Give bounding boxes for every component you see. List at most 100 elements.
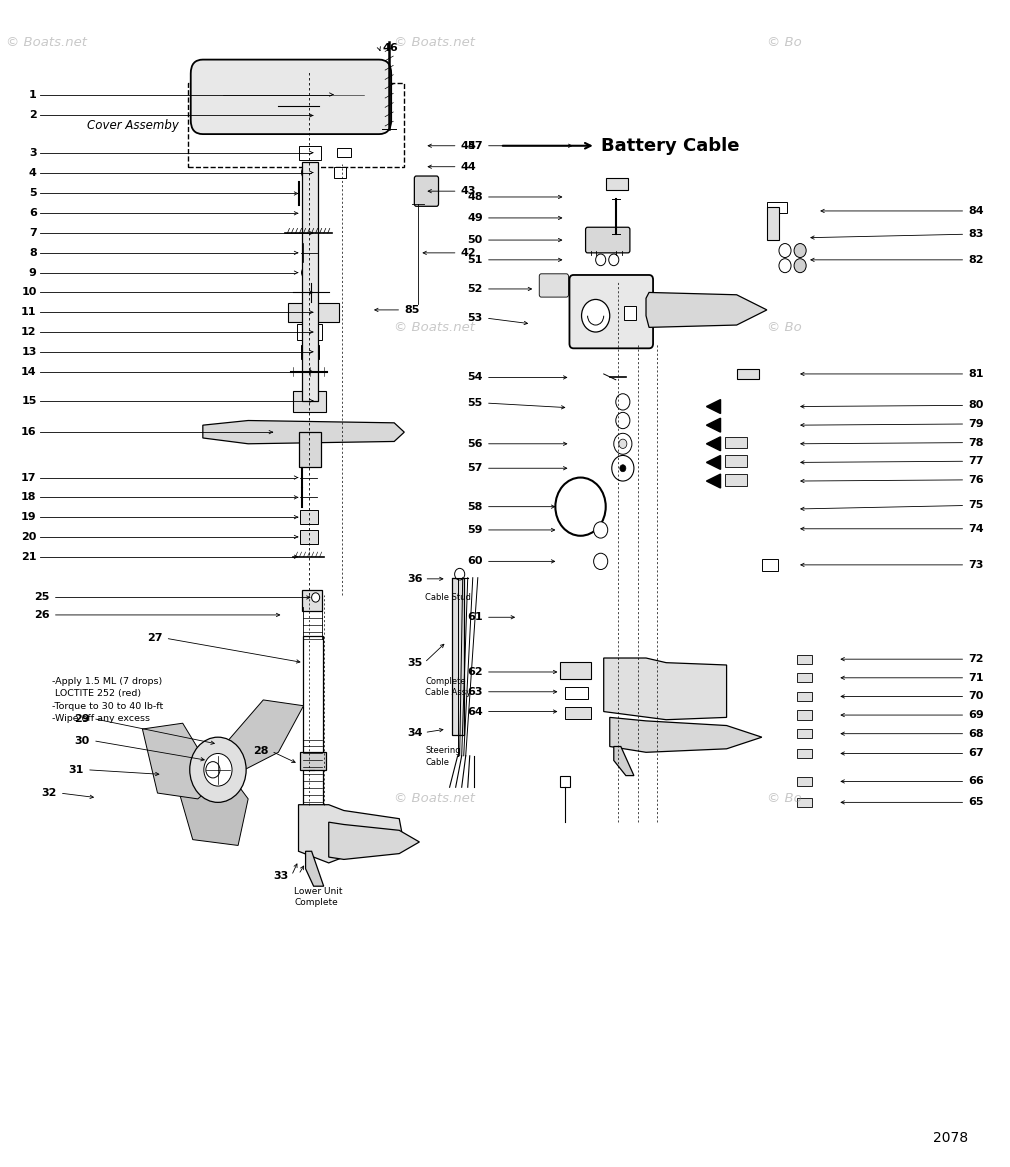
Bar bbox=[767, 208, 779, 240]
Circle shape bbox=[794, 259, 806, 273]
Text: 35: 35 bbox=[407, 658, 422, 668]
Text: 64: 64 bbox=[467, 706, 483, 717]
Bar bbox=[188, 83, 404, 167]
Bar bbox=[762, 559, 778, 571]
Text: 76: 76 bbox=[969, 475, 984, 484]
Polygon shape bbox=[706, 436, 720, 450]
Text: 57: 57 bbox=[468, 463, 483, 474]
Bar bbox=[566, 687, 588, 699]
Text: Cable Stud: Cable Stud bbox=[425, 593, 472, 602]
Circle shape bbox=[779, 244, 791, 258]
Text: 11: 11 bbox=[21, 307, 36, 317]
Circle shape bbox=[596, 254, 606, 266]
Bar bbox=[797, 729, 812, 739]
Bar bbox=[300, 510, 318, 524]
Bar bbox=[767, 202, 787, 214]
Bar bbox=[303, 636, 322, 805]
Text: 18: 18 bbox=[21, 492, 36, 502]
Bar bbox=[561, 662, 591, 679]
Text: 1: 1 bbox=[29, 90, 36, 99]
Text: 12: 12 bbox=[21, 327, 36, 337]
Circle shape bbox=[454, 568, 465, 580]
Bar bbox=[724, 436, 746, 448]
Text: 77: 77 bbox=[969, 456, 984, 467]
Circle shape bbox=[616, 393, 630, 410]
Text: 72: 72 bbox=[969, 655, 984, 664]
Circle shape bbox=[594, 522, 608, 538]
Text: 61: 61 bbox=[468, 613, 483, 622]
Circle shape bbox=[206, 762, 220, 778]
Polygon shape bbox=[299, 805, 404, 862]
Text: © Bo: © Bo bbox=[767, 321, 802, 334]
Text: 14: 14 bbox=[21, 366, 36, 377]
Text: Steering
Cable: Steering Cable bbox=[425, 747, 461, 767]
Polygon shape bbox=[706, 474, 720, 488]
Polygon shape bbox=[203, 420, 404, 443]
Polygon shape bbox=[604, 658, 726, 720]
Bar bbox=[336, 148, 350, 158]
Text: 6: 6 bbox=[28, 208, 36, 218]
Bar bbox=[300, 753, 325, 770]
Polygon shape bbox=[706, 455, 720, 469]
Text: 44: 44 bbox=[461, 162, 477, 172]
Text: 48: 48 bbox=[468, 193, 483, 202]
Text: 53: 53 bbox=[468, 313, 483, 323]
Text: Cover Assemby: Cover Assemby bbox=[87, 119, 179, 133]
Polygon shape bbox=[706, 418, 720, 432]
Bar bbox=[724, 474, 746, 485]
Text: 60: 60 bbox=[468, 557, 483, 566]
Bar bbox=[606, 179, 628, 190]
Text: © Bo: © Bo bbox=[767, 36, 802, 49]
Text: 56: 56 bbox=[468, 439, 483, 449]
Text: 54: 54 bbox=[468, 372, 483, 383]
Text: © Boats.net: © Boats.net bbox=[394, 36, 476, 49]
Text: 67: 67 bbox=[969, 748, 984, 759]
Text: 9: 9 bbox=[28, 267, 36, 278]
Text: 4: 4 bbox=[28, 168, 36, 177]
Text: 29: 29 bbox=[75, 713, 90, 724]
Circle shape bbox=[614, 433, 632, 454]
Text: 45: 45 bbox=[461, 141, 476, 151]
Text: 8: 8 bbox=[29, 247, 36, 258]
Bar bbox=[302, 162, 318, 400]
Bar bbox=[797, 655, 812, 664]
Polygon shape bbox=[646, 293, 767, 328]
Polygon shape bbox=[142, 724, 218, 799]
Text: 50: 50 bbox=[468, 235, 483, 245]
Text: 43: 43 bbox=[461, 187, 476, 196]
Circle shape bbox=[582, 300, 610, 333]
Text: 78: 78 bbox=[969, 438, 984, 448]
Bar bbox=[301, 344, 319, 358]
Circle shape bbox=[302, 165, 316, 181]
Bar bbox=[561, 776, 571, 788]
Text: 85: 85 bbox=[404, 305, 419, 315]
Text: © Boats.net: © Boats.net bbox=[394, 321, 476, 334]
Text: 62: 62 bbox=[468, 668, 483, 677]
Text: 10: 10 bbox=[21, 287, 36, 298]
Text: © Bo: © Bo bbox=[767, 792, 802, 805]
Bar bbox=[451, 578, 464, 735]
Text: 33: 33 bbox=[273, 871, 289, 881]
Text: 68: 68 bbox=[969, 728, 984, 739]
Text: 63: 63 bbox=[468, 686, 483, 697]
Text: 58: 58 bbox=[468, 502, 483, 511]
Text: 83: 83 bbox=[969, 229, 984, 239]
Text: 84: 84 bbox=[969, 205, 984, 216]
Circle shape bbox=[612, 455, 634, 481]
Circle shape bbox=[794, 244, 806, 258]
Text: 65: 65 bbox=[969, 797, 984, 808]
Text: Battery Cable: Battery Cable bbox=[601, 137, 739, 155]
Bar bbox=[797, 798, 812, 808]
Polygon shape bbox=[614, 747, 634, 776]
Text: 3: 3 bbox=[29, 148, 36, 158]
Text: 80: 80 bbox=[969, 400, 984, 411]
Bar bbox=[797, 673, 812, 683]
Circle shape bbox=[779, 259, 791, 273]
Text: 32: 32 bbox=[41, 788, 57, 798]
Text: 74: 74 bbox=[969, 524, 984, 533]
Bar bbox=[299, 432, 321, 467]
Bar bbox=[736, 369, 759, 378]
Text: 52: 52 bbox=[468, 284, 483, 294]
Text: 34: 34 bbox=[407, 727, 422, 738]
Circle shape bbox=[620, 464, 626, 471]
